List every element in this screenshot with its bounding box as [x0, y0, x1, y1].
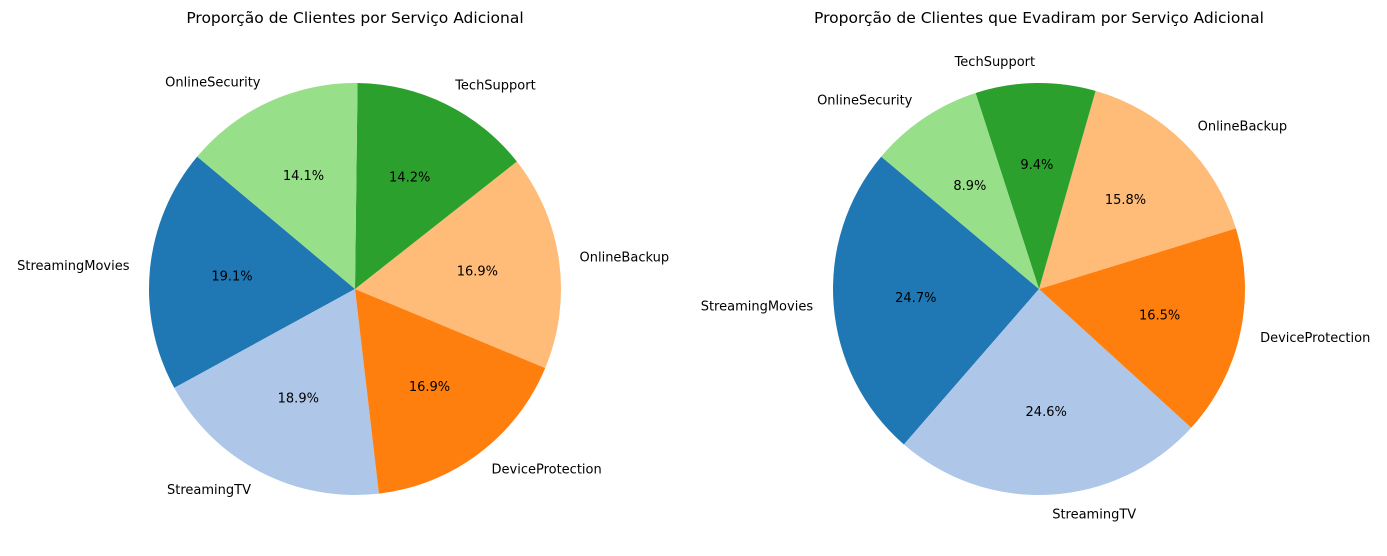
pie-slice-online-security: [881, 93, 1039, 289]
pct-label-online-backup: 16.9%: [457, 265, 498, 280]
pct-label-tech-support: 14.2%: [389, 171, 430, 186]
pct-label-device-protection: 16.5%: [1139, 309, 1180, 324]
slice-label-online-security: OnlineSecurity: [817, 94, 913, 109]
pie-slice-tech-support: [975, 83, 1096, 289]
pie-slice-tech-support: [355, 83, 517, 290]
pct-label-online-security: 14.1%: [283, 169, 324, 184]
slice-label-device-protection: DeviceProtection: [1260, 331, 1370, 346]
slice-label-streaming-tv: StreamingTV: [1052, 508, 1136, 523]
chart-title: Proporção de Clientes por Serviço Adicio…: [186, 9, 523, 27]
pct-label-streaming-movies: 24.7%: [895, 291, 936, 306]
slice-label-online-backup: OnlineBackup: [580, 251, 670, 266]
slice-label-streaming-movies: StreamingMovies: [17, 259, 130, 274]
slice-label-tech-support: TechSupport: [454, 78, 536, 93]
pct-label-streaming-tv: 24.6%: [1026, 405, 1067, 420]
pie-slice-streaming-tv: [903, 289, 1192, 495]
pie-slice-online-backup: [355, 161, 561, 369]
pct-label-online-backup: 15.8%: [1105, 193, 1146, 208]
pie-slice-streaming-movies: [833, 156, 1039, 445]
pct-label-device-protection: 16.9%: [409, 380, 450, 395]
pie-slice-online-security: [197, 83, 358, 290]
slice-label-device-protection: DeviceProtection: [492, 462, 602, 477]
slice-label-online-security: OnlineSecurity: [165, 76, 261, 91]
pie-slice-streaming-movies: [148, 156, 355, 388]
slice-label-online-backup: OnlineBackup: [1198, 120, 1288, 135]
pie-chart-evadiram: Proporção de Clientes que Evadiram por S…: [701, 9, 1371, 523]
pie-slice-online-backup: [1039, 90, 1236, 290]
pie-slice-streaming-tv: [174, 289, 379, 496]
slice-label-tech-support: TechSupport: [954, 55, 1036, 70]
pie-slice-device-protection: [1039, 228, 1246, 428]
pct-label-online-security: 8.9%: [953, 179, 986, 194]
slice-label-streaming-tv: StreamingTV: [167, 483, 251, 498]
pie-chart-clientes: Proporção de Clientes por Serviço Adicio…: [17, 9, 669, 498]
slice-label-streaming-movies: StreamingMovies: [701, 299, 814, 314]
pct-label-streaming-tv: 18.9%: [278, 391, 319, 406]
pct-label-streaming-movies: 19.1%: [211, 269, 252, 284]
pct-label-tech-support: 9.4%: [1020, 158, 1053, 173]
pie-slice-device-protection: [355, 289, 546, 494]
chart-title: Proporção de Clientes que Evadiram por S…: [814, 9, 1264, 27]
